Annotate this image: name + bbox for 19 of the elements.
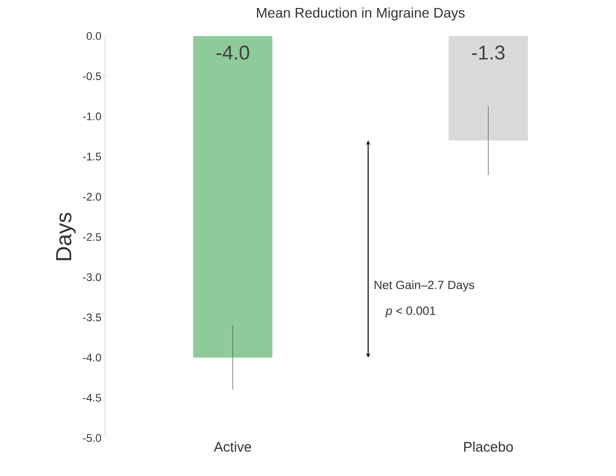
y-tick-label: -4.0 (83, 354, 102, 362)
y-tick-label: -1.5 (83, 152, 102, 160)
y-axis-title: Days (56, 212, 76, 260)
y-tick-label: -3.5 (83, 314, 102, 322)
annotation: p < 0.001 (385, 306, 436, 318)
y-tick-label: 0.0 (86, 32, 102, 40)
y-tick-label: -4.5 (83, 394, 102, 402)
chart-title: Mean Reduction in Migraine Days (256, 8, 465, 20)
data-label: -4.0 (216, 46, 250, 60)
annotation: Net Gain–2.7 Days (374, 280, 474, 292)
data-label: -1.3 (472, 46, 505, 60)
y-tick-label: -3.0 (83, 273, 102, 282)
y-tick-label: -0.5 (83, 72, 102, 80)
y-tick-label: -2.0 (83, 192, 102, 201)
x-tick-label: Active (214, 442, 252, 452)
y-tick-label: -1.0 (83, 112, 102, 120)
y-tick-label: -2.5 (83, 233, 102, 241)
y-tick-label: -5.0 (83, 434, 102, 442)
x-tick-label: Placebo (464, 442, 513, 452)
